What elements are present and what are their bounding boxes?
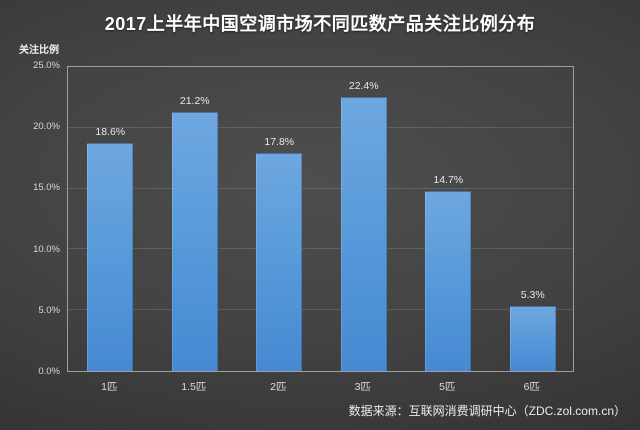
bar-1匹 <box>87 143 134 371</box>
bar-value-label: 22.4% <box>348 79 379 92</box>
bar-value-label: 18.6% <box>95 126 126 139</box>
y-axis-label: 关注比例 <box>19 45 59 56</box>
x-tick-label: 6匹 <box>523 381 540 393</box>
gridline <box>68 126 573 128</box>
bar-value-label: 14.7% <box>433 174 464 187</box>
y-tick-label: 25.0% <box>33 60 60 71</box>
y-tick-label: 5.0% <box>38 304 60 316</box>
data-source: 数据来源：互联网消费调研中心（ZDC.zol.com.cn） <box>348 404 626 418</box>
gridline <box>68 187 573 189</box>
bar-3匹 <box>340 96 387 371</box>
y-tick-label: 0.0% <box>38 366 60 377</box>
x-tick-label: 1.5匹 <box>181 381 207 393</box>
x-tick-label: 5匹 <box>439 381 456 393</box>
plot-area: 18.6% 21.2% 17.8% 22.4% 14.7% 5.3% <box>67 66 574 372</box>
x-tick-label: 3匹 <box>354 381 371 393</box>
bar-value-label: 17.8% <box>264 136 295 149</box>
y-tick-label: 15.0% <box>33 182 60 194</box>
gridline <box>68 248 573 250</box>
x-tick-label: 2匹 <box>270 381 287 393</box>
bar-value-label: 5.3% <box>520 289 545 302</box>
bar-5匹 <box>425 191 472 371</box>
bar-2匹 <box>256 153 303 371</box>
y-tick-label: 10.0% <box>33 243 60 255</box>
bar-1.5匹 <box>171 111 218 371</box>
chart-title: 2017上半年中国空调市场不同匹数产品关注比例分布 <box>104 14 536 34</box>
gridline <box>68 309 573 311</box>
bar-6匹 <box>509 306 556 371</box>
y-tick-label: 20.0% <box>33 121 60 133</box>
x-tick-label: 1匹 <box>101 381 118 393</box>
bar-value-label: 21.2% <box>179 94 210 107</box>
